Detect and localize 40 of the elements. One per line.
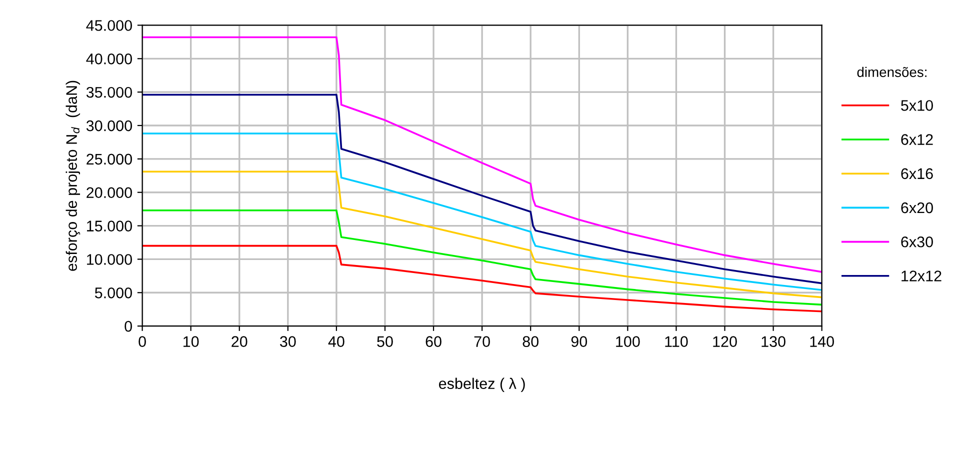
legend-label: 12x12: [902, 270, 942, 282]
y-tick-label: 35.000: [86, 86, 132, 98]
x-tick-label: 20: [232, 336, 248, 348]
line-series: [142, 244, 822, 312]
y-tick-label: 40.000: [86, 54, 132, 64]
x-tick-label: 60: [426, 336, 442, 348]
x-tick-label: 40: [328, 336, 344, 348]
y-axis-title: esforço de projeto N$_{d}$ (daN): [66, 80, 80, 271]
x-tick-label: 50: [377, 336, 393, 348]
x-tick-label: 80: [522, 336, 538, 348]
y-tick-label: 15.000: [87, 220, 132, 232]
y-tick-label: 45.000: [86, 20, 132, 31]
x-tick-label: 120: [713, 336, 737, 348]
x-axis-title: esbeltez ( λ ): [438, 378, 525, 392]
x-tick-label: 90: [571, 336, 588, 348]
y-tick-label: 10.000: [87, 254, 132, 265]
x-tick-label: 10: [184, 336, 199, 348]
legend-label: 5x10: [901, 100, 933, 111]
y-tick-label: 30.000: [86, 120, 132, 132]
line-series: [142, 132, 822, 291]
x-tick-label: 110: [665, 336, 688, 348]
x-tick-label: 130: [762, 336, 786, 348]
x-tick-label: 0: [138, 336, 146, 348]
y-tick-label: 25.000: [86, 154, 132, 165]
y-tick-label: 5.000: [94, 288, 132, 298]
line-series: [142, 94, 822, 284]
line-series: [142, 170, 822, 298]
legend-label: 6x20: [901, 202, 933, 214]
legend-label: 6x12: [901, 134, 933, 145]
line-series: [142, 36, 822, 273]
x-tick-label: 100: [616, 336, 640, 348]
legend-label: 6x16: [901, 168, 933, 180]
y-tick-label: 0: [124, 320, 132, 332]
legend-title: dimensões:: [857, 66, 926, 78]
y-tick-label: 20.000: [86, 187, 132, 198]
legend-label: 6x30: [901, 236, 933, 248]
x-tick-label: 140: [810, 336, 834, 348]
line-series: [142, 210, 822, 306]
x-tick-label: 30: [280, 336, 296, 348]
x-tick-label: 70: [474, 336, 490, 348]
